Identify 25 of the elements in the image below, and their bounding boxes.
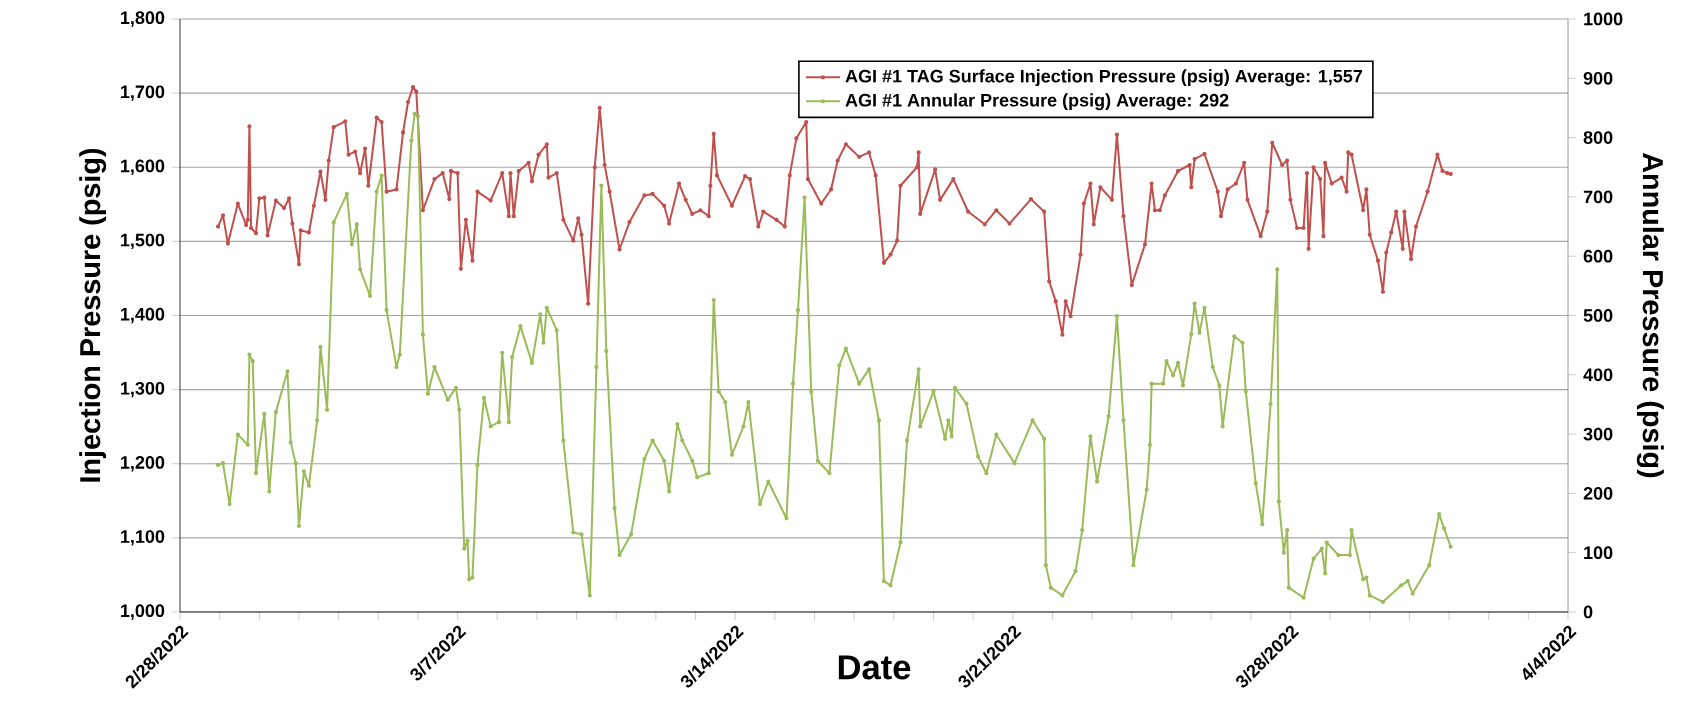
y2-tick-label: 400	[1583, 368, 1613, 382]
y2-tick-label: 600	[1583, 249, 1613, 263]
y2-tick-label: 1000	[1584, 12, 1623, 26]
y2-tick-label: 800	[1583, 131, 1613, 144]
y-axis-title: Injection Pressure (psig)	[79, 148, 107, 482]
y-tick-label: 1,700	[121, 85, 165, 101]
y2-tick-label: 700	[1583, 190, 1613, 204]
y-tick-label: 1,500	[121, 233, 165, 250]
y2-tick-label: 0	[1583, 605, 1593, 619]
y2-tick-label: 200	[1583, 487, 1613, 500]
legend-label: AGI #1 TAG Surface Injection Pressure (psig) Average: 1,557	[845, 69, 1363, 87]
y-tick-label: 1,800	[121, 11, 165, 27]
legend-label: AGI #1 Annular Pressure (psig) Average: 292	[845, 93, 1229, 111]
y2-tick-label: 900	[1583, 71, 1613, 85]
y-tick-label: 1,400	[121, 307, 165, 324]
y-tick-label: 1,000	[121, 604, 165, 620]
y-tick-label: 1,200	[121, 456, 165, 472]
y2-tick-label: 300	[1583, 427, 1613, 441]
y2-tick-label: 100	[1584, 546, 1613, 560]
y2-axis-title: Annular Pressure (psig)	[1636, 152, 1664, 478]
x-axis-title: Date	[838, 655, 911, 680]
y-tick-label: 1,600	[121, 159, 165, 175]
y-tick-label: 1,300	[121, 381, 165, 398]
y-tick-label: 1,100	[121, 530, 165, 546]
y2-tick-label: 500	[1583, 309, 1613, 322]
